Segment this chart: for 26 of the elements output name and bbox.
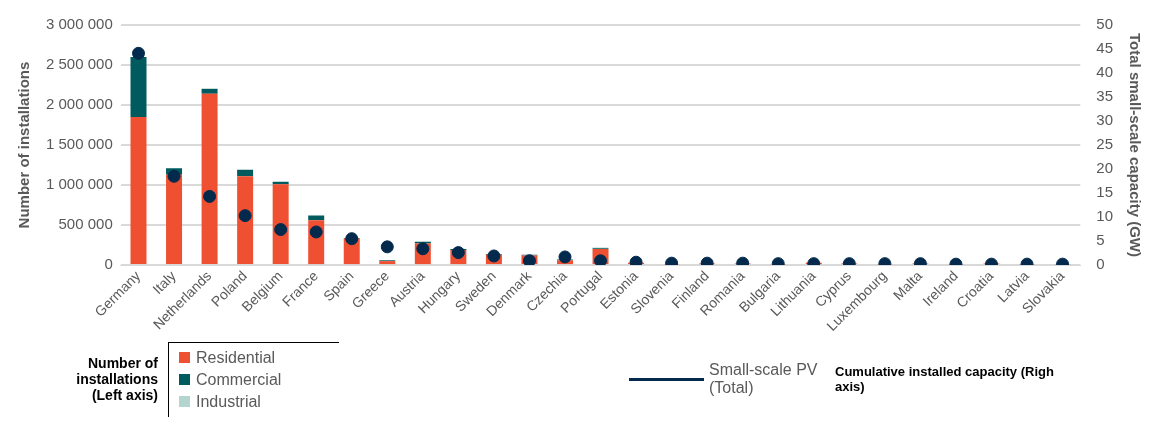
y-tick-label: 3 000 000 <box>46 15 113 33</box>
y-tick-label: 1 500 000 <box>46 135 113 153</box>
y2-tick-label: 20 <box>1096 159 1113 177</box>
legend-label: Residential <box>196 347 276 368</box>
y-tick-label: 0 <box>104 255 113 273</box>
y-tick-label: 2 500 000 <box>46 55 113 73</box>
y2-axis-title: Total small-scale capacity (GW) <box>1126 33 1144 258</box>
legend-label: Industrial <box>196 391 261 412</box>
y-tick-label: 500 000 <box>58 215 113 233</box>
y2-tick-label: 50 <box>1096 15 1113 33</box>
y2-tick-label: 45 <box>1096 39 1113 57</box>
y2-tick-label: 15 <box>1096 183 1113 201</box>
y-tick-label: 1 000 000 <box>46 175 113 193</box>
text: Number of installations (Left axis) <box>75 355 158 403</box>
y2-tick-label: 35 <box>1096 87 1113 105</box>
legend-label: Commercial <box>196 369 282 390</box>
legend-label: Small-scale PV (Total) <box>709 361 819 397</box>
text: Cumulative installed capacity (Righ axis) <box>835 364 1055 394</box>
y2-tick-label: 30 <box>1096 111 1113 129</box>
y-axis-title: Number of installations <box>15 61 33 229</box>
y2-tick-label: 0 <box>1096 255 1105 273</box>
y2-tick-label: 25 <box>1096 135 1113 153</box>
y-tick-label: 2 000 000 <box>46 95 113 113</box>
y2-tick-label: 10 <box>1096 207 1113 225</box>
y2-tick-label: 40 <box>1096 63 1113 81</box>
y2-tick-label: 5 <box>1096 231 1105 249</box>
